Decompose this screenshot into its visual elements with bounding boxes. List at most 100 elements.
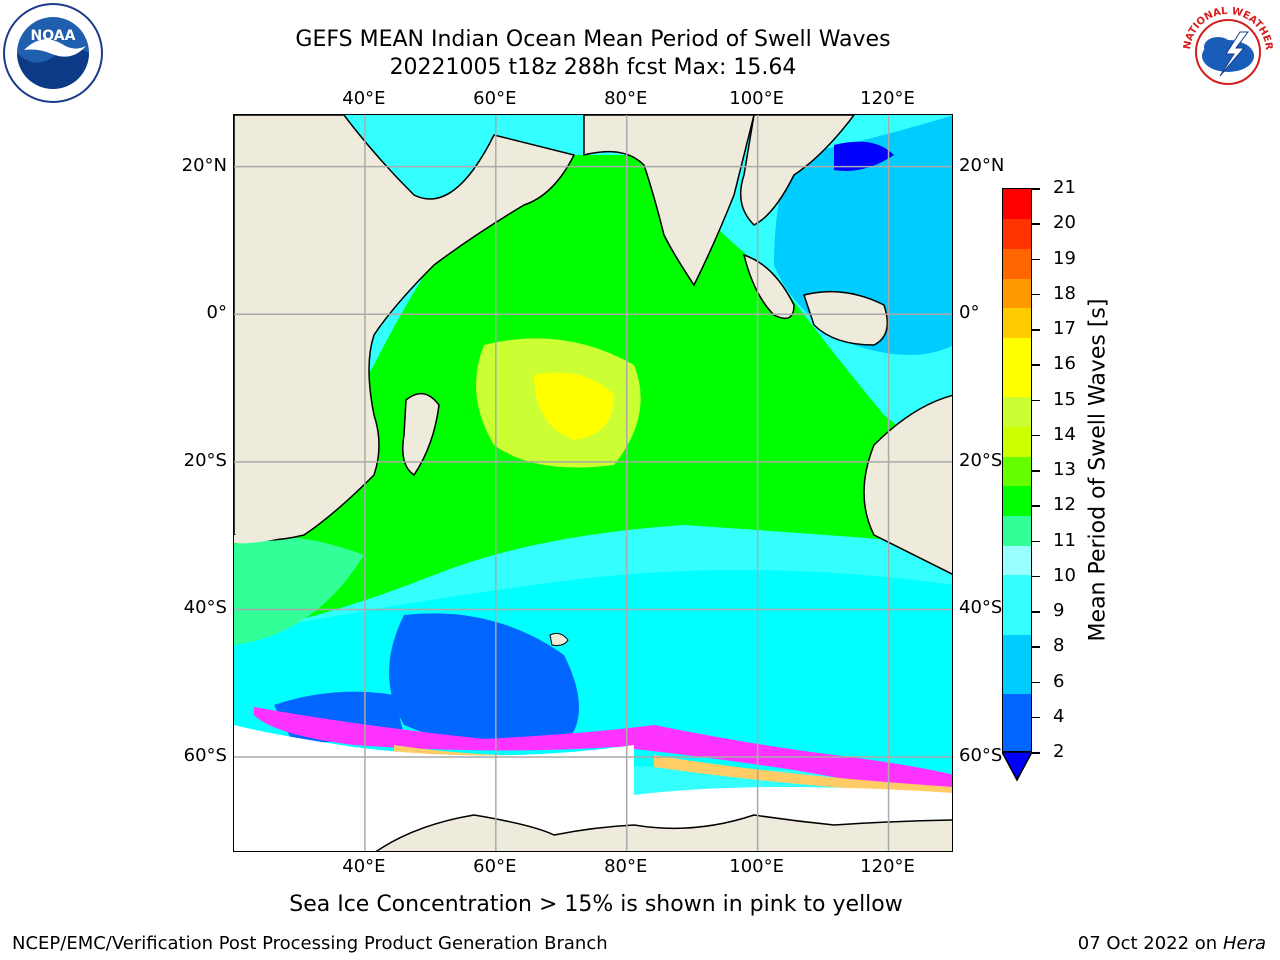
colorbar-segment: [1003, 574, 1031, 635]
lat-label-left: 0°: [206, 302, 227, 324]
colorbar-tick-label: 13: [1053, 459, 1076, 480]
lon-label-top: 100°E: [729, 88, 784, 109]
colorbar-segment: [1003, 218, 1031, 249]
colorbar-tick-label: 8: [1053, 635, 1065, 657]
footer-branch: NCEP/EMC/Verification Post Processing Pr…: [12, 933, 608, 954]
lon-label-bottom: 40°E: [342, 856, 386, 877]
colorbar-segment: [1003, 337, 1031, 368]
sumatra-land: [742, 253, 795, 320]
colorbar-tick-mark: [1032, 752, 1040, 754]
noaa-logo-text: NOAA: [31, 28, 76, 44]
lat-label-left: 20°S: [183, 449, 227, 471]
colorbar-tick-mark: [1032, 223, 1040, 225]
colorbar-tick-label: 16: [1053, 353, 1076, 375]
colorbar-tick-mark: [1032, 681, 1040, 683]
sea-deep-blue: [834, 141, 894, 171]
colorbar-segment: [1003, 248, 1031, 279]
colorbar-tick-mark: [1032, 611, 1040, 613]
colorbar-tick-label: 15: [1053, 388, 1076, 410]
colorbar-under-arrow: [1002, 752, 1032, 782]
lon-label-top: 60°E: [473, 88, 517, 109]
sea-ice-caption: Sea Ice Concentration > 15% is shown in …: [0, 892, 1192, 917]
lon-label-top: 80°E: [604, 88, 648, 109]
colorbar-tick-label: 12: [1053, 494, 1076, 516]
india-land: [583, 115, 755, 287]
colorbar-tick-mark: [1032, 434, 1040, 437]
lon-label-top: 120°E: [860, 88, 915, 109]
colorbar-tick-label: 21: [1053, 177, 1076, 198]
colorbar-tick-label: 19: [1053, 247, 1076, 269]
borneo-land: [803, 290, 889, 346]
footer-date-text: 07 Oct 2022 on: [1077, 933, 1218, 954]
colorbar-tick-mark: [1032, 575, 1040, 578]
colorbar-tick-label: 9: [1053, 600, 1065, 621]
lat-label-right: 20°N: [959, 154, 1005, 176]
map-panel: [233, 114, 953, 852]
colorbar-tick-mark: [1032, 329, 1040, 331]
colorbar-tick-label: 17: [1053, 318, 1076, 339]
colorbar-tick-mark: [1032, 716, 1040, 719]
footer-host: Hera: [1222, 933, 1266, 954]
colorbar-segment: [1003, 634, 1031, 695]
colorbar-tick-mark: [1032, 293, 1040, 296]
green-southwest: [234, 537, 364, 645]
chart-title: GEFS MEAN Indian Ocean Mean Period of Sw…: [295, 27, 891, 52]
colorbar-segment: [1003, 396, 1031, 427]
kerguelen-land: [549, 632, 569, 646]
colorbar-tick-mark: [1032, 364, 1040, 366]
colorbar-segment: [1003, 485, 1031, 516]
colorbar-tick-label: 11: [1053, 529, 1076, 551]
sea-ice-caption-text: Sea Ice Concentration > 15% is shown in …: [289, 892, 903, 917]
australia-land: [863, 394, 952, 575]
lat-label-right: 60°S: [959, 745, 1003, 767]
map-gridlines: [234, 115, 952, 851]
lat-label-left: 40°S: [183, 597, 227, 619]
colorbar-tick-mark: [1032, 258, 1040, 260]
colorbar-segment: [1003, 693, 1031, 751]
lon-label-bottom: 120°E: [860, 856, 915, 877]
colorbar-title: Mean Period of Swell Waves [s]: [1085, 298, 1111, 642]
lat-label-right: 40°S: [959, 597, 1003, 619]
colorbar-tick-label: 18: [1053, 282, 1076, 304]
colorbar-tick-label: 10: [1053, 564, 1076, 586]
lat-label-right: 0°: [959, 302, 980, 324]
colorbar-tick-mark: [1032, 399, 1040, 401]
colorbar-segment: [1003, 456, 1031, 487]
chart-subtitle: 20221005 t18z 288h fcst Max: 15.64: [389, 55, 797, 80]
colorbar-segment: [1003, 515, 1031, 546]
nws-logo: NATIONAL WEATHER SERVICE: [1174, 0, 1278, 102]
lat-label-left: 20°N: [181, 154, 227, 176]
colorbar-tick-label: 4: [1053, 705, 1065, 727]
colorbar-tick-mark: [1032, 540, 1040, 542]
lon-label-bottom: 80°E: [604, 856, 648, 877]
lon-label-bottom: 60°E: [473, 856, 517, 877]
colorbar-tick-mark: [1032, 470, 1040, 472]
blue-patch: [389, 613, 579, 748]
africa-arabia-land: [234, 115, 576, 541]
madagascar-land: [402, 392, 440, 477]
colorbar-segment: [1003, 278, 1031, 309]
sea-ice-yellow-east: [654, 755, 952, 795]
lon-label-top: 40°E: [342, 88, 386, 109]
colorbar-tick-label: 6: [1053, 670, 1065, 692]
antarctica-land: [375, 814, 952, 851]
noaa-logo: NOAA: [2, 2, 104, 104]
colorbar-tick-label: 2: [1053, 741, 1065, 762]
footer-date: 07 Oct 2022 on Hera: [1078, 933, 1266, 954]
colorbar-tick-mark: [1032, 188, 1040, 190]
colorbar-tick-mark: [1032, 505, 1040, 507]
colorbar-segment: [1003, 307, 1031, 338]
colorbar-tick-mark: [1032, 646, 1040, 648]
colorbar: [1002, 188, 1032, 752]
colorbar-tick-label: 20: [1053, 212, 1076, 234]
colorbar-segment: [1003, 367, 1031, 398]
colorbar-segment: [1003, 426, 1031, 457]
lon-label-bottom: 100°E: [729, 856, 784, 877]
colorbar-segment: [1003, 545, 1031, 576]
colorbar-tick-label: 14: [1053, 423, 1076, 445]
colorbar-segment: [1003, 189, 1031, 220]
lat-label-left: 60°S: [183, 745, 227, 767]
africa-south-land: [234, 535, 294, 544]
yellow-center: [534, 372, 614, 440]
lat-label-right: 20°S: [959, 449, 1003, 471]
